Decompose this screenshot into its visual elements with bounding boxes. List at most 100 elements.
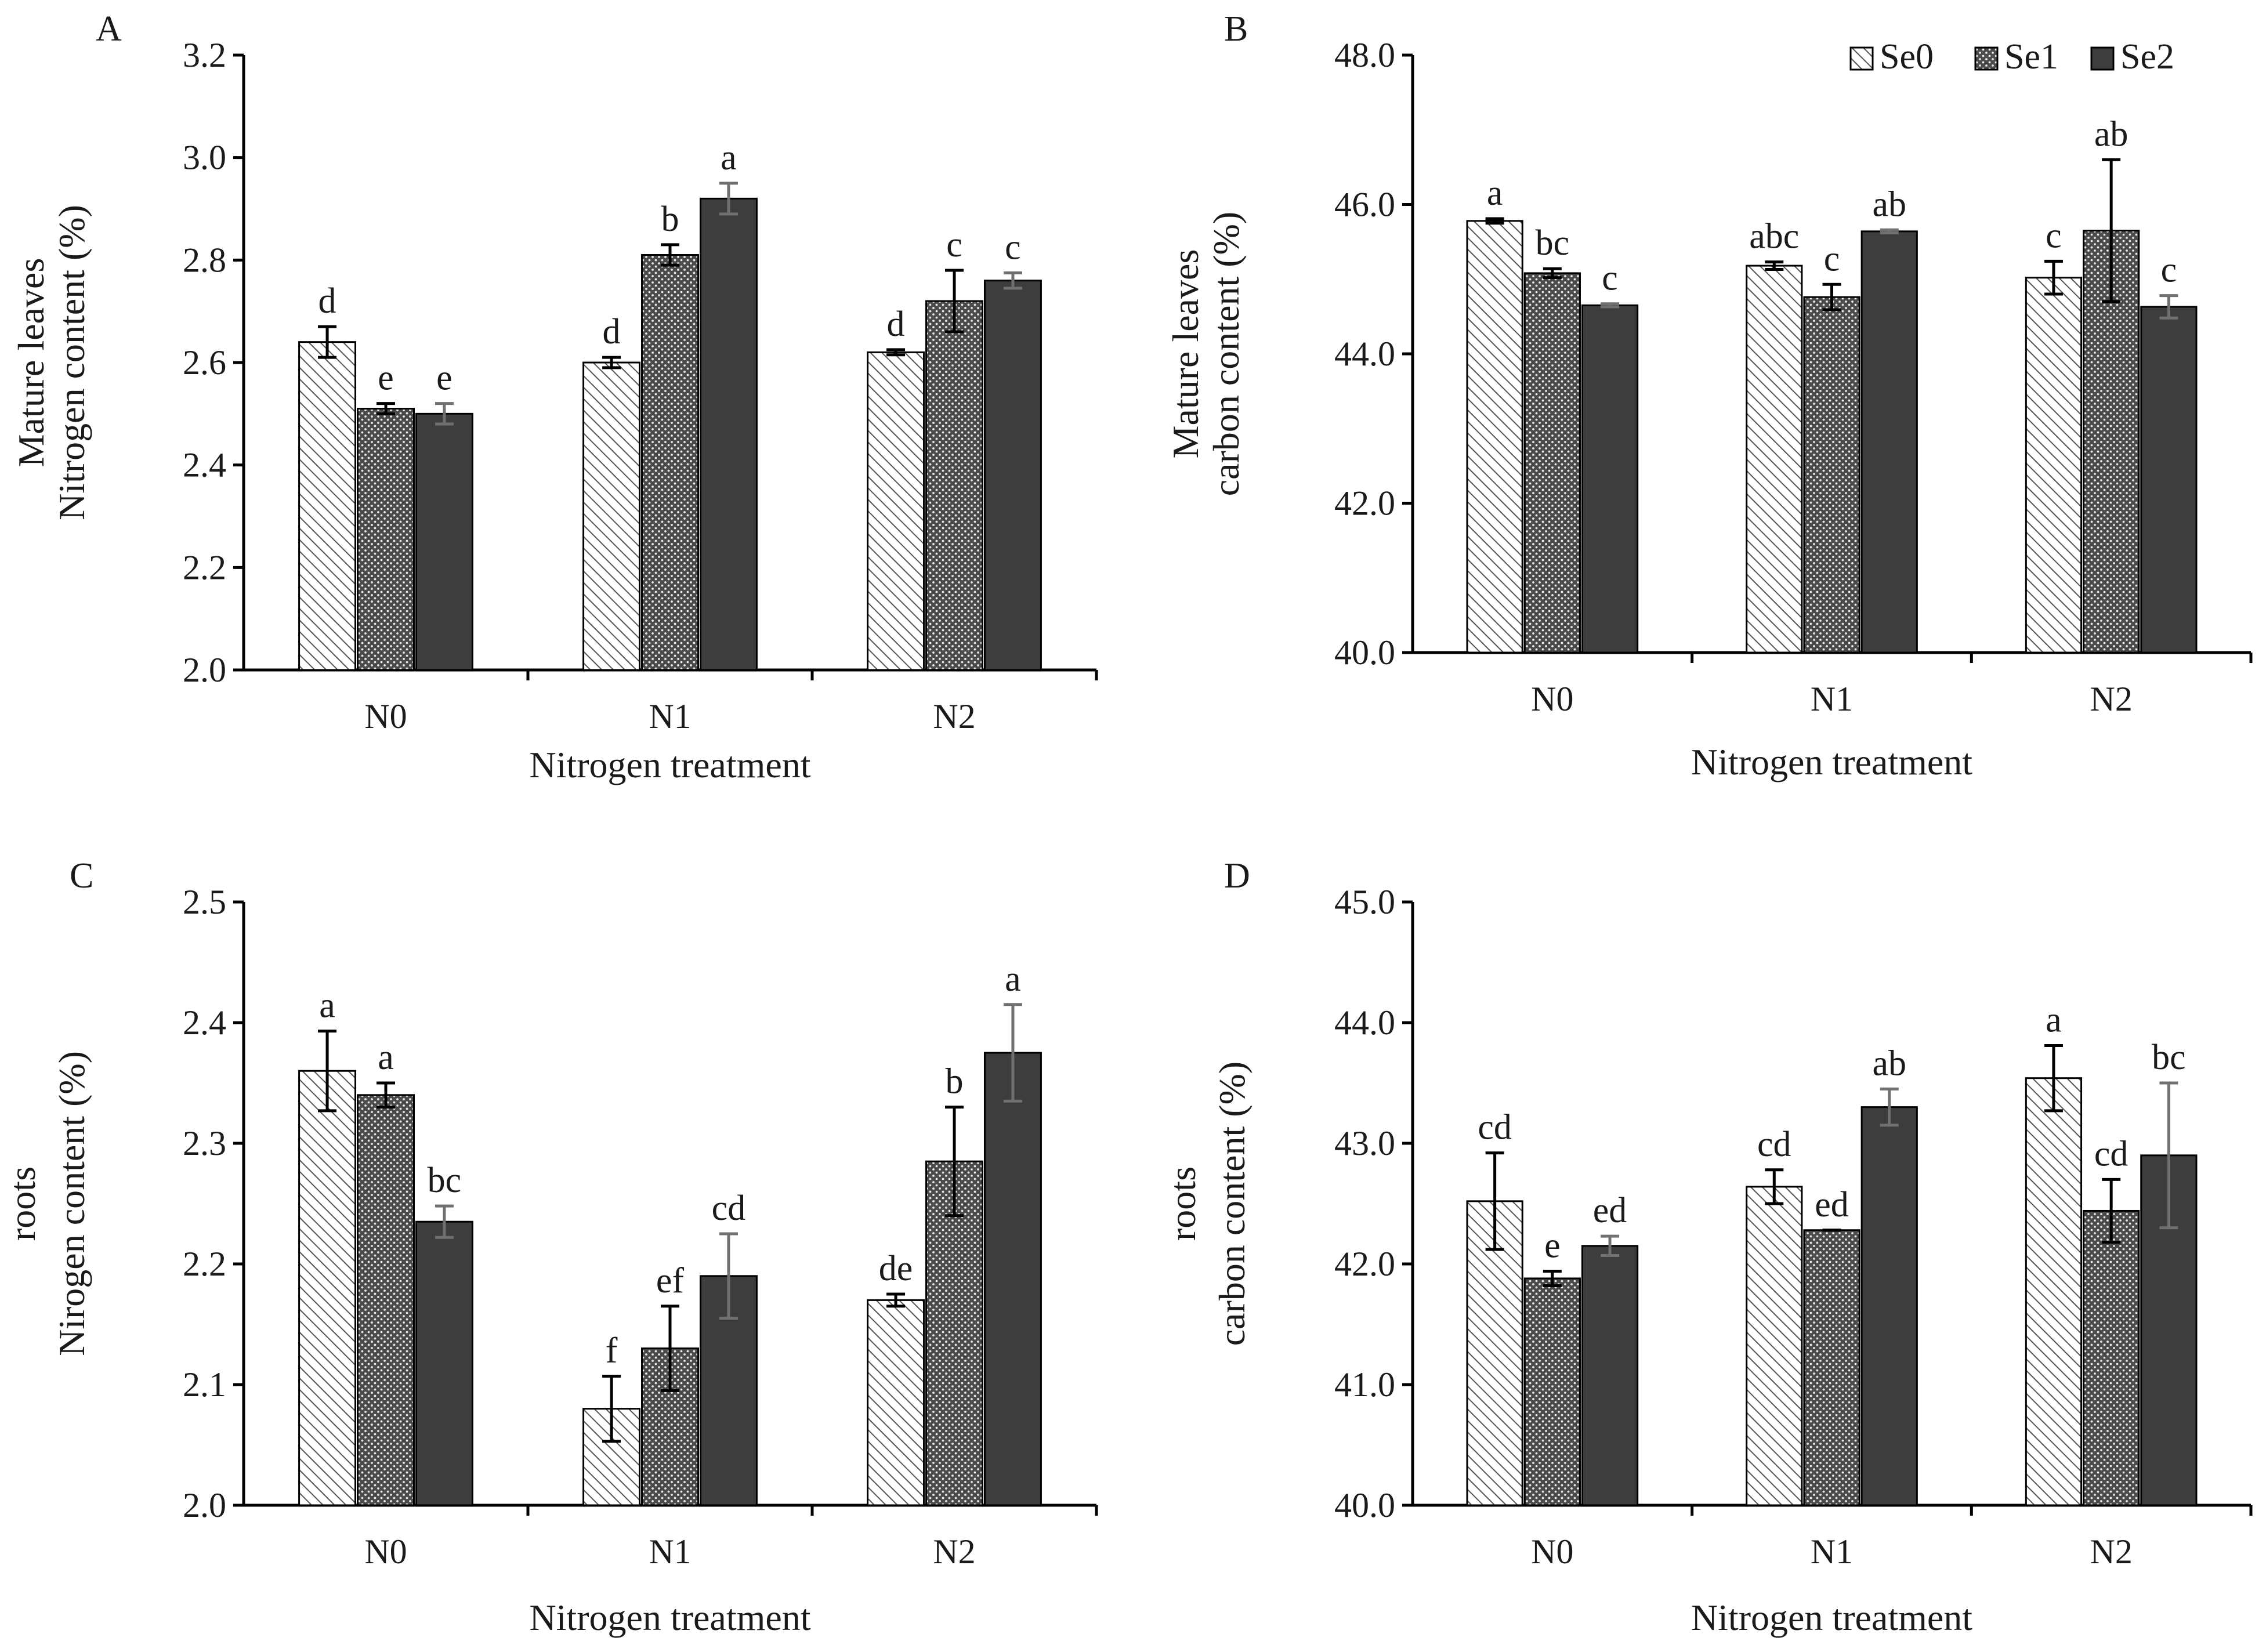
significance-letter: ab (2094, 114, 2129, 154)
bar-se0-n1 (582, 361, 641, 671)
bar-se2-n2 (2140, 306, 2198, 654)
significance-letter: e (378, 358, 394, 398)
legend-label: Se0 (1880, 37, 1934, 77)
bar-se0-n0 (298, 341, 357, 671)
bar-se2-n2 (983, 280, 1042, 671)
bar-se1-n0 (357, 1094, 415, 1506)
significance-letter: cd (2094, 1134, 2129, 1173)
x-tick-label: N0 (364, 1533, 407, 1571)
significance-letter: ed (1593, 1191, 1627, 1230)
bar-se0-n2 (2025, 277, 2083, 654)
significance-letter: c (2046, 216, 2062, 255)
x-axis-title: Nitrogen treatment (1691, 1597, 1972, 1638)
significance-letter: c (1602, 259, 1618, 298)
significance-letter: ef (656, 1261, 685, 1300)
x-axis-title: Nitrogen treatment (1691, 741, 1972, 782)
bar-se1-n1 (1803, 1229, 1860, 1506)
bar-se0-n0 (1466, 1200, 1523, 1506)
y-axis-title-line: Mature leaves (10, 258, 52, 468)
bar-se1-n0 (1523, 272, 1581, 654)
bar-se2-n0 (1581, 1245, 1639, 1506)
bar-se0-n2 (867, 1299, 925, 1506)
significance-letter: cd (1757, 1125, 1791, 1164)
legend-swatch-se1 (1974, 46, 1999, 71)
bar-se2-n1 (1860, 230, 1918, 654)
significance-letter: d (887, 305, 905, 344)
y-tick-label: 44.0 (1334, 335, 1395, 373)
x-tick-label: N0 (1531, 1533, 1573, 1571)
significance-letter: c (1824, 239, 1840, 278)
y-axis-title-line: carbon content (%) (1206, 212, 1247, 496)
x-tick-label: N1 (1811, 1533, 1853, 1571)
y-tick-label: 2.2 (183, 548, 226, 586)
y-tick-label: 2.4 (183, 1003, 226, 1042)
y-tick-label: 2.2 (183, 1245, 226, 1283)
legend-label: Se2 (2120, 37, 2174, 77)
significance-letter: ab (1872, 184, 1906, 224)
x-tick-label: N1 (649, 697, 691, 736)
bar-se1-n2 (925, 300, 983, 671)
bar-se1-n1 (1803, 296, 1860, 654)
y-tick-label: 42.0 (1334, 1245, 1395, 1283)
x-tick-label: N1 (649, 1533, 691, 1571)
significance-letter: a (1005, 959, 1021, 999)
x-tick-label: N2 (2090, 1533, 2132, 1571)
significance-letter: a (721, 138, 737, 177)
significance-letter: a (2046, 1001, 2062, 1040)
x-tick-label: N1 (1811, 680, 1853, 718)
y-tick-label: 2.0 (183, 651, 226, 689)
significance-letter: e (436, 358, 453, 398)
y-tick-label: 3.0 (183, 139, 226, 177)
bar-se0-n2 (867, 351, 925, 671)
bar-se0-n2 (2025, 1077, 2083, 1506)
significance-letter: a (319, 986, 335, 1026)
significance-letter: b (661, 200, 679, 239)
y-tick-label: 2.0 (183, 1486, 226, 1524)
significance-letter: bc (1536, 223, 1570, 263)
significance-letter: ed (1815, 1185, 1849, 1224)
significance-letter: cd (1478, 1108, 1512, 1147)
x-tick-label: N0 (1531, 680, 1573, 718)
chart-panel-d: D40.041.042.043.044.045.0N0cdeedN1cdedab… (1162, 856, 2253, 1638)
bar-se1-n1 (641, 254, 699, 671)
x-tick-label: N2 (2090, 680, 2132, 718)
y-tick-label: 2.6 (183, 343, 226, 382)
significance-letter: f (606, 1331, 618, 1370)
significance-letter: bc (2152, 1038, 2186, 1077)
x-tick-label: N2 (933, 697, 975, 736)
bar-se2-n1 (1860, 1106, 1918, 1506)
chart-panel-b: B40.042.044.046.048.0N0abccN1abccabN2cab… (1165, 9, 2253, 782)
bar-se2-n0 (415, 412, 473, 671)
significance-letter: e (1544, 1226, 1561, 1265)
bar-se2-n1 (699, 197, 758, 671)
y-tick-label: 2.1 (183, 1365, 226, 1404)
significance-letter: d (603, 312, 621, 352)
significance-letter: d (318, 281, 336, 321)
bar-se2-n0 (415, 1220, 473, 1506)
bar-se2-n0 (1581, 304, 1639, 654)
bar-se0-n0 (298, 1070, 357, 1506)
significance-letter: cd (712, 1189, 746, 1228)
legend-swatch-se2 (2090, 46, 2115, 71)
y-tick-label: 41.0 (1334, 1365, 1395, 1404)
y-tick-label: 2.8 (183, 241, 226, 279)
bar-se0-n0 (1466, 220, 1523, 654)
significance-letter: ab (1872, 1044, 1906, 1083)
y-tick-label: 2.4 (183, 446, 226, 484)
y-axis-title-line: roots (2, 1166, 43, 1241)
y-tick-label: 45.0 (1334, 883, 1395, 921)
bar-se1-n2 (2083, 1209, 2140, 1506)
significance-letter: a (378, 1038, 394, 1077)
y-axis-title-line: roots (1162, 1166, 1203, 1241)
y-axis-title-line: carbon content (%) (1211, 1062, 1253, 1346)
significance-letter: c (1005, 227, 1021, 267)
y-axis-title-line: Nitrogen content (%) (51, 205, 92, 520)
y-tick-label: 42.0 (1334, 484, 1395, 523)
significance-letter: c (2161, 251, 2177, 290)
significance-letter: a (1487, 173, 1503, 213)
x-tick-label: N0 (364, 697, 407, 736)
x-tick-label: N2 (933, 1533, 975, 1571)
bar-se2-n2 (983, 1052, 1042, 1506)
legend-swatch-se0 (1849, 46, 1874, 71)
